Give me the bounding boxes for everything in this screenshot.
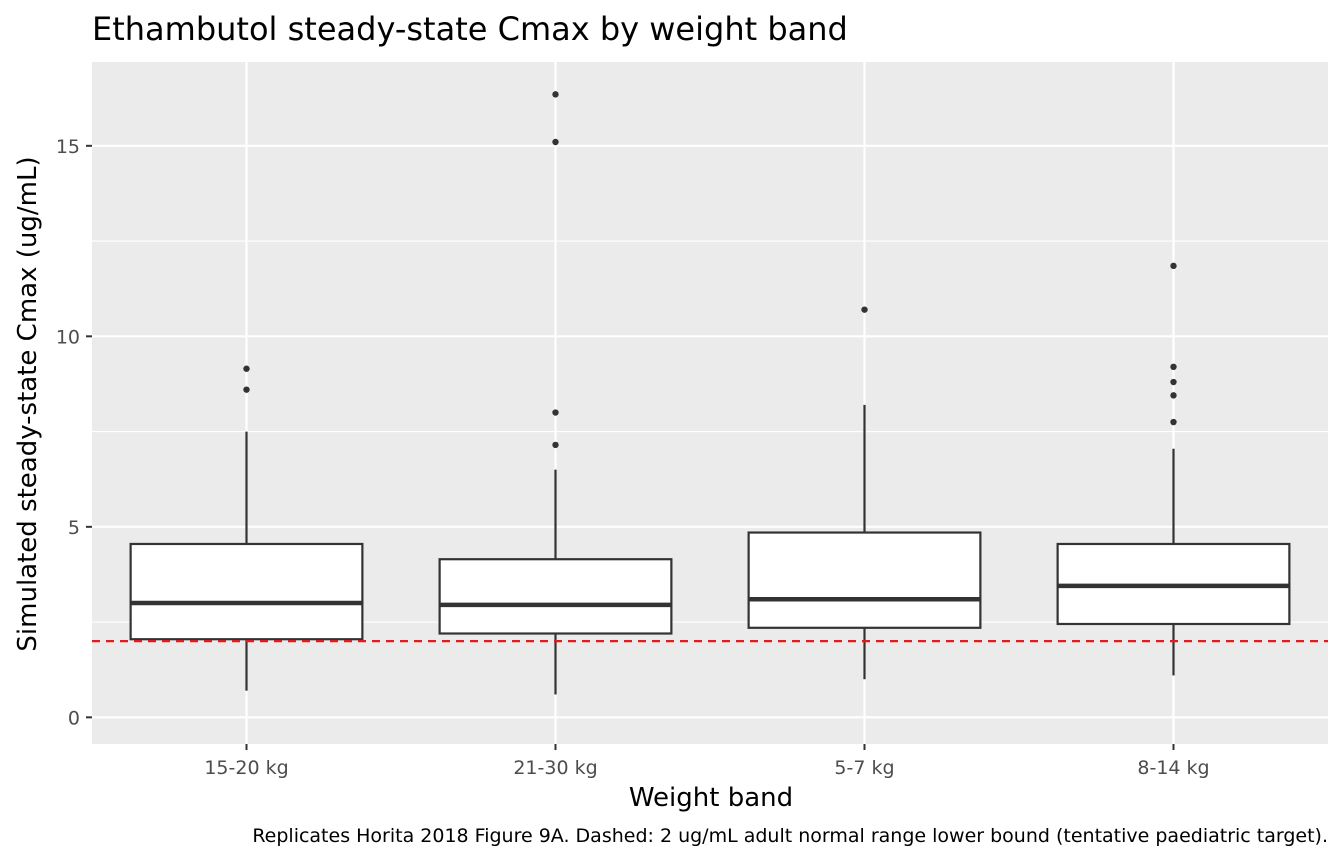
caption: Replicates Horita 2018 Figure 9A. Dashed… <box>252 825 1328 847</box>
x-axis-title: Weight band <box>629 783 793 813</box>
y-axis: 0 5 10 15 <box>56 136 92 729</box>
box-iqr <box>747 531 982 629</box>
outlier-point <box>243 365 250 372</box>
y-axis-title: Simulated steady-state Cmax (ug/mL) <box>13 156 43 651</box>
outlier-point <box>552 138 559 146</box>
outlier-point <box>1170 418 1177 426</box>
chart-title: Ethambutol steady-state Cmax by weight b… <box>92 10 848 48</box>
boxplot-21-30 kg <box>438 91 673 695</box>
box-iqr <box>129 542 364 641</box>
boxplot-8-14 kg <box>1056 262 1291 676</box>
outlier-point <box>243 386 250 393</box>
y-tick-label: 5 <box>68 517 80 539</box>
y-tick-label: 0 <box>68 707 80 729</box>
boxplot-15-20 kg <box>129 365 364 691</box>
outlier-point <box>1170 378 1177 386</box>
x-tick-label: 21-30 kg <box>513 757 597 779</box>
x-axis: 15-20 kg 21-30 kg 5-7 kg 8-14 kg <box>204 744 1210 779</box>
outlier-point <box>552 91 559 98</box>
y-tick-label: 10 <box>56 326 80 348</box>
x-tick-label: 15-20 kg <box>204 757 288 779</box>
x-tick-label: 8-14 kg <box>1137 757 1209 779</box>
outlier-point <box>552 441 559 449</box>
outlier-point <box>1170 262 1177 270</box>
y-tick-label: 15 <box>56 136 80 158</box>
outlier-point <box>861 306 868 313</box>
outlier-point <box>1170 363 1177 371</box>
outlier-point <box>1170 392 1177 399</box>
box-iqr <box>438 558 673 635</box>
boxplot-5-7 kg <box>747 306 982 680</box>
boxplots <box>129 91 1291 695</box>
x-tick-label: 5-7 kg <box>834 757 894 779</box>
outlier-point <box>552 409 559 416</box>
